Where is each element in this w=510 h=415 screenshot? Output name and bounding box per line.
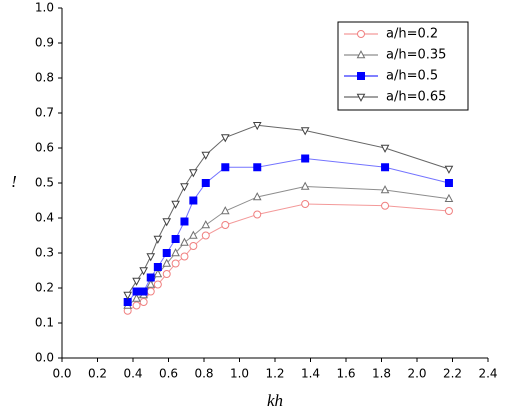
point	[189, 169, 198, 178]
point	[444, 165, 454, 174]
y-axis-title: !	[11, 172, 17, 191]
point	[171, 200, 180, 209]
x-tick-label: 0.0	[52, 367, 71, 381]
point	[146, 287, 155, 296]
legend-marker	[356, 93, 366, 102]
y-tick-label: 0.7	[35, 106, 54, 120]
point	[132, 287, 141, 296]
point	[253, 210, 262, 219]
x-tick-label: 1.4	[301, 367, 320, 381]
point	[180, 217, 189, 226]
point	[380, 185, 390, 194]
point	[132, 293, 141, 302]
point	[139, 267, 148, 276]
point	[220, 134, 230, 143]
y-tick-label: 0.3	[35, 246, 54, 260]
point	[162, 258, 172, 267]
legend-marker	[357, 72, 365, 80]
point	[300, 181, 310, 190]
point	[253, 163, 262, 172]
point	[221, 221, 230, 229]
point	[139, 298, 148, 306]
point	[132, 277, 141, 286]
series-line	[127, 157, 450, 303]
x-tick-label: 0.4	[123, 367, 142, 381]
point	[180, 237, 189, 246]
point	[123, 291, 133, 300]
point	[132, 301, 141, 310]
point	[201, 220, 211, 229]
point	[381, 201, 390, 210]
x-tick-label: 1.6	[336, 367, 355, 381]
point	[381, 163, 390, 172]
legend-marker	[357, 30, 365, 38]
point	[139, 287, 148, 296]
point	[380, 144, 390, 153]
legend-label: a/h=0.2	[386, 27, 438, 42]
point	[201, 231, 210, 240]
point	[153, 263, 162, 271]
point	[180, 252, 189, 261]
point	[444, 193, 454, 203]
series-line	[127, 203, 449, 312]
y-tick-label: 0.6	[35, 141, 54, 155]
point	[301, 200, 310, 208]
y-tick-label: 0.0	[35, 351, 54, 365]
point	[153, 269, 163, 278]
point	[153, 235, 163, 244]
point	[171, 259, 180, 268]
point	[146, 273, 155, 282]
point	[171, 248, 180, 257]
x-tick-label: 2.4	[478, 367, 497, 381]
point	[146, 253, 156, 262]
x-tick-label: 1.2	[265, 367, 284, 381]
point	[201, 179, 210, 187]
point	[189, 196, 198, 205]
x-tick-label: 1.0	[230, 367, 249, 381]
point	[162, 218, 172, 227]
point	[252, 192, 262, 201]
point	[189, 230, 198, 239]
point	[220, 206, 230, 215]
x-tick-label: 0.6	[159, 367, 178, 381]
point	[252, 121, 262, 131]
point	[301, 154, 310, 163]
point	[189, 242, 198, 250]
x-tick-label: 0.8	[194, 367, 213, 381]
point	[162, 270, 171, 278]
point	[171, 235, 180, 243]
point	[153, 280, 162, 289]
legend-label: a/h=0.35	[386, 48, 446, 63]
series-line	[127, 124, 450, 296]
x-tick-label: 2.2	[443, 367, 462, 381]
x-tick-label: 2.0	[407, 367, 426, 381]
legend-label: a/h=0.65	[386, 90, 446, 105]
y-tick-label: 0.4	[35, 211, 54, 225]
x-tick-label: 1.8	[372, 367, 391, 381]
point	[180, 183, 189, 192]
point	[162, 249, 171, 257]
point	[300, 127, 310, 136]
legend-label: a/h=0.5	[386, 69, 438, 84]
point	[146, 279, 156, 288]
y-tick-label: 0.1	[35, 316, 54, 330]
y-tick-label: 0.5	[35, 176, 54, 190]
y-tick-label: 0.9	[35, 36, 54, 50]
y-tick-label: 0.8	[35, 71, 54, 85]
point	[444, 179, 453, 187]
y-tick-label: 1.0	[35, 1, 54, 15]
y-tick-label: 0.2	[35, 281, 54, 295]
point	[201, 151, 211, 160]
x-axis-title: kh	[267, 391, 283, 410]
point	[444, 207, 453, 215]
legend-marker	[356, 50, 366, 59]
point	[221, 163, 230, 172]
x-tick-label: 0.2	[88, 367, 107, 381]
